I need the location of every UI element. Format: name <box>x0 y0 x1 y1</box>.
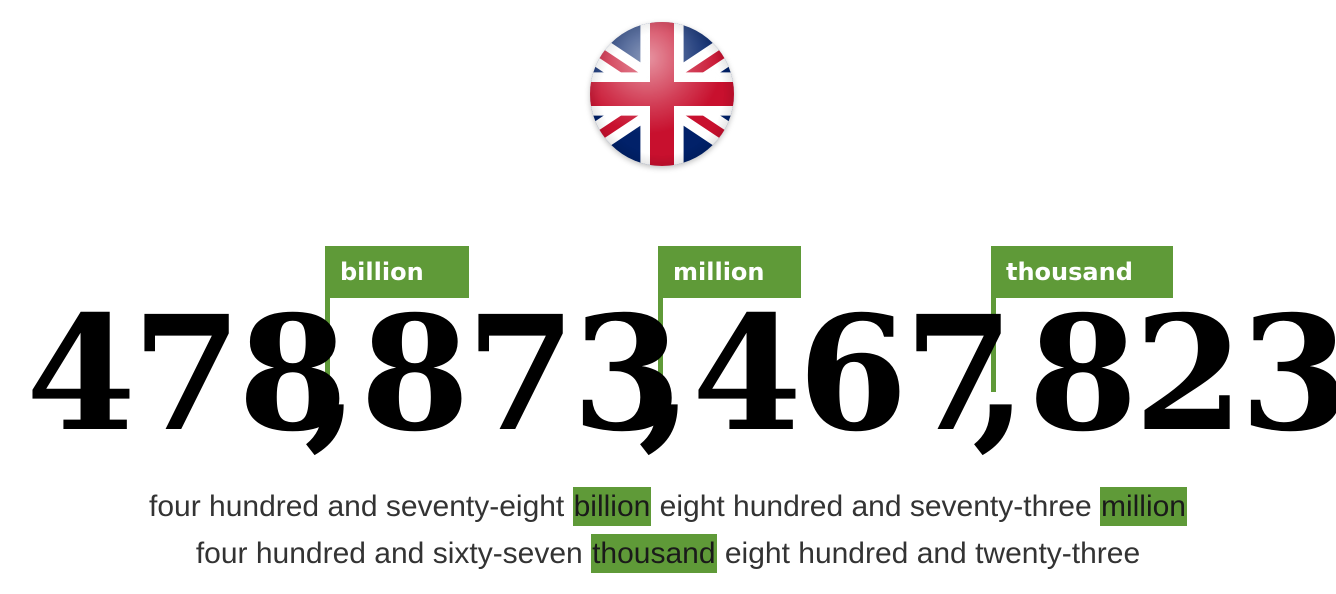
comma-separator: , <box>972 282 1028 467</box>
words-highlight-billion: billion <box>572 487 652 526</box>
words-highlight-million: million <box>1099 487 1187 526</box>
billion-label: billion <box>325 246 469 298</box>
digit-group-thousands: 467 <box>692 282 1014 467</box>
words-text: eight hundred and seventy-three <box>651 490 1100 523</box>
digit-group-units: 823 <box>1028 282 1336 467</box>
number-in-words-line-2: four hundred and sixty-seven thousand ei… <box>0 534 1336 573</box>
comma-separator: , <box>638 282 694 467</box>
thousand-marker-line <box>991 246 996 392</box>
million-label: million <box>658 246 801 298</box>
million-marker-line <box>658 246 663 392</box>
union-jack-flag-icon <box>590 22 734 166</box>
digit-group-billions: 478 <box>26 282 348 467</box>
number-in-words-line-1: four hundred and seventy-eight billion e… <box>0 487 1336 526</box>
comma-separator: , <box>304 282 360 467</box>
words-text: four hundred and seventy-eight <box>148 490 573 523</box>
words-highlight-thousand: thousand <box>591 534 717 573</box>
words-text: four hundred and sixty-seven <box>195 537 592 570</box>
words-text: eight hundred and twenty-three <box>716 537 1141 570</box>
thousand-label: thousand <box>991 246 1173 298</box>
digit-group-millions: 873 <box>360 282 682 467</box>
billion-marker-line <box>325 246 330 392</box>
